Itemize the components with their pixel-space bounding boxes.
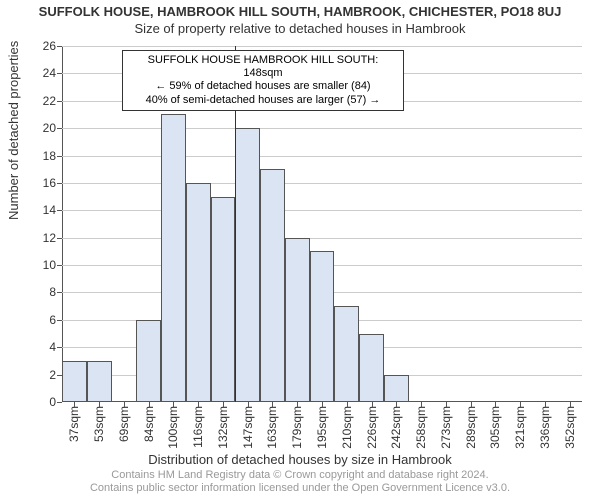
x-tick-label: 226sqm	[365, 402, 379, 449]
histogram-bar	[136, 320, 161, 402]
y-tick-mark	[57, 46, 62, 47]
annotation-box: SUFFOLK HOUSE HAMBROOK HILL SOUTH: 148sq…	[122, 50, 404, 111]
x-axis-label: Distribution of detached houses by size …	[0, 452, 600, 467]
x-tick-label: 147sqm	[241, 402, 255, 449]
x-tick-label: 258sqm	[414, 402, 428, 449]
x-tick-mark	[495, 402, 496, 407]
histogram-bar	[260, 169, 285, 402]
footer-line-2: Contains public sector information licen…	[0, 482, 600, 496]
histogram-bar	[310, 251, 335, 402]
histogram-bar	[359, 334, 384, 402]
y-tick-mark	[57, 128, 62, 129]
grid-line	[62, 156, 582, 157]
xlabel-text: Distribution of detached houses by size …	[148, 452, 452, 467]
x-tick-mark	[74, 402, 75, 407]
x-tick-mark	[520, 402, 521, 407]
page-subtitle: Size of property relative to detached ho…	[0, 19, 600, 36]
grid-line	[62, 238, 582, 239]
footer-attribution: Contains HM Land Registry data © Crown c…	[0, 469, 600, 497]
x-tick-label: 163sqm	[265, 402, 279, 449]
y-tick-mark	[57, 238, 62, 239]
x-tick-label: 116sqm	[191, 402, 205, 448]
x-tick-label: 321sqm	[513, 402, 527, 449]
y-tick-mark	[57, 210, 62, 211]
x-tick-mark	[173, 402, 174, 407]
annotation-line-1: SUFFOLK HOUSE HAMBROOK HILL SOUTH: 148sq…	[129, 54, 397, 80]
x-tick-label: 179sqm	[290, 402, 304, 449]
x-tick-mark	[248, 402, 249, 407]
ylabel-text: Number of detached properties	[6, 41, 21, 220]
x-tick-mark	[99, 402, 100, 407]
x-tick-mark	[372, 402, 373, 407]
x-tick-label: 100sqm	[166, 402, 180, 449]
x-tick-mark	[124, 402, 125, 407]
annotation-line-2: ← 59% of detached houses are smaller (84…	[129, 80, 397, 93]
x-tick-mark	[198, 402, 199, 407]
x-tick-label: 336sqm	[538, 402, 552, 449]
grid-line	[62, 128, 582, 129]
chart-area: 0246810121416182022242637sqm53sqm69sqm84…	[62, 46, 582, 402]
x-tick-mark	[396, 402, 397, 407]
grid-line	[62, 183, 582, 184]
y-axis-line	[62, 46, 63, 402]
x-tick-mark	[471, 402, 472, 407]
x-tick-label: 195sqm	[315, 402, 329, 449]
histogram-bar	[62, 361, 87, 402]
x-tick-label: 210sqm	[340, 402, 354, 449]
x-tick-mark	[421, 402, 422, 407]
x-tick-label: 37sqm	[67, 402, 81, 442]
x-tick-mark	[223, 402, 224, 407]
y-tick-mark	[57, 265, 62, 266]
title-text: SUFFOLK HOUSE, HAMBROOK HILL SOUTH, HAMB…	[39, 4, 562, 19]
x-tick-mark	[545, 402, 546, 407]
grid-line	[62, 46, 582, 47]
x-tick-label: 84sqm	[142, 402, 156, 442]
histogram-bar	[285, 238, 310, 402]
histogram-bar	[87, 361, 112, 402]
x-tick-label: 132sqm	[216, 402, 230, 449]
x-tick-label: 242sqm	[389, 402, 403, 449]
y-tick-mark	[57, 402, 62, 403]
histogram-bar	[334, 306, 359, 402]
y-tick-mark	[57, 73, 62, 74]
x-tick-mark	[149, 402, 150, 407]
histogram-bar	[384, 375, 409, 402]
x-tick-label: 273sqm	[439, 402, 453, 449]
y-tick-mark	[57, 320, 62, 321]
x-tick-label: 305sqm	[488, 402, 502, 449]
annotation-line-3: 40% of semi-detached houses are larger (…	[129, 94, 397, 107]
x-tick-label: 69sqm	[117, 402, 131, 442]
page-title: SUFFOLK HOUSE, HAMBROOK HILL SOUTH, HAMB…	[0, 0, 600, 19]
x-tick-label: 352sqm	[563, 402, 577, 449]
histogram-bar	[161, 114, 186, 402]
footer-line-1: Contains HM Land Registry data © Crown c…	[0, 469, 600, 483]
y-tick-mark	[57, 347, 62, 348]
grid-line	[62, 210, 582, 211]
x-tick-mark	[570, 402, 571, 407]
y-tick-mark	[57, 101, 62, 102]
x-tick-mark	[446, 402, 447, 407]
subtitle-text: Size of property relative to detached ho…	[135, 21, 466, 36]
histogram-bar	[186, 183, 211, 402]
y-tick-mark	[57, 183, 62, 184]
y-axis-label: Number of detached properties	[6, 41, 21, 220]
x-tick-mark	[297, 402, 298, 407]
histogram-bar	[235, 128, 260, 402]
y-tick-mark	[57, 292, 62, 293]
x-tick-mark	[347, 402, 348, 407]
x-tick-mark	[272, 402, 273, 407]
histogram-bar	[211, 197, 236, 402]
y-tick-mark	[57, 156, 62, 157]
x-tick-mark	[322, 402, 323, 407]
x-tick-label: 289sqm	[464, 402, 478, 449]
x-tick-label: 53sqm	[92, 402, 106, 442]
